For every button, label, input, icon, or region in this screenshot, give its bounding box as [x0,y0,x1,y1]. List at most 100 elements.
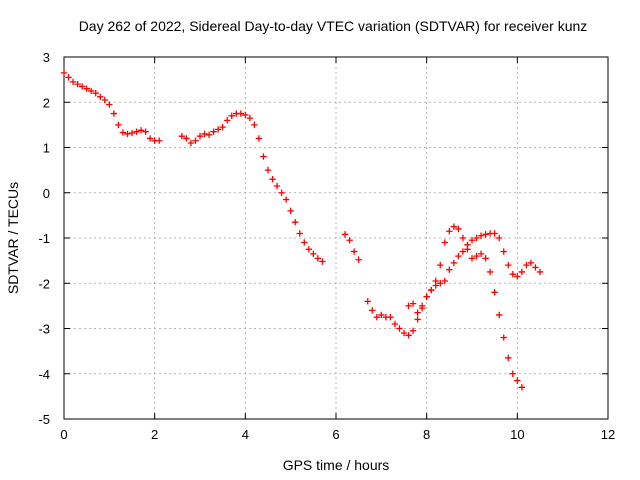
data-point [292,218,299,226]
data-point [500,334,507,341]
data-point [301,239,308,246]
data-point [409,300,417,307]
data-point [246,114,254,122]
data-point [450,223,458,230]
data-point [423,293,430,301]
plot-frame [63,56,609,420]
data-point [115,121,122,129]
data-point [106,101,113,108]
data-point [133,128,140,135]
data-point [78,83,86,90]
data-point [509,370,516,377]
x-tick-label: 0 [60,427,67,442]
data-point [178,132,186,140]
data-point [287,207,294,215]
data-point [97,93,104,101]
data-point [69,78,77,86]
data-point [350,248,358,255]
y-tick-label: 0 [43,186,50,201]
data-point [355,256,362,263]
data-point [255,135,263,142]
data-point [137,127,145,134]
y-tick-labels: 3 2 1 0 -1 -2 -3 -4 -5 [38,50,50,427]
data-point [518,268,526,276]
x-tick-label: 8 [423,427,430,442]
data-point [536,268,544,276]
data-point [142,128,149,135]
data-point [428,286,435,294]
data-point [341,231,349,238]
data-point [409,327,417,334]
data-point [396,325,403,332]
data-point [414,309,421,316]
data-point [273,182,281,190]
data-point [210,128,217,135]
data-point [224,117,231,124]
data-point [491,289,498,296]
data-point [260,153,267,160]
data-point [514,377,521,384]
series-points [60,69,544,391]
x-tick-label: 10 [510,427,524,442]
x-axis-label: GPS time / hours [283,457,390,473]
x-tick-label: 12 [601,427,615,442]
data-point [346,237,353,244]
x-tick-label: 6 [332,427,339,442]
data-point [509,271,516,278]
data-point [214,126,222,133]
data-point [459,234,467,242]
data-point [446,266,453,273]
data-point [101,96,108,104]
data-point [146,135,154,142]
data-point [205,131,213,139]
data-point [391,320,399,328]
data-point [373,313,380,321]
y-tick-label: 2 [43,95,50,110]
x-tick-label: 4 [242,427,249,442]
y-tick-label: 3 [43,50,50,65]
data-point [387,313,394,321]
data-point [269,175,276,183]
data-point [65,74,72,81]
data-point [192,137,199,144]
data-point [459,248,467,255]
data-point [92,90,99,97]
data-point [405,302,412,310]
data-point [527,259,535,267]
data-point [532,264,539,271]
data-point [119,129,127,136]
data-point [378,311,385,319]
data-point [128,129,136,137]
data-point [482,231,489,238]
data-point [414,316,421,323]
data-point [477,250,485,258]
data-point [455,225,462,233]
data-point [450,259,458,267]
data-point [400,329,408,337]
data-point [310,250,317,258]
data-point [314,255,322,262]
y-axis-label: SDTVAR / TECUs [5,182,21,294]
data-point [491,230,498,237]
data-point [156,137,163,144]
x-tick-labels: 0 2 4 6 8 10 12 [60,427,615,442]
data-point [446,228,453,235]
data-point [237,110,244,117]
data-point [500,248,507,255]
data-point [482,255,489,262]
data-point [468,237,476,244]
data-point [264,166,272,174]
data-point [514,273,521,280]
data-point [405,332,412,339]
data-point [60,69,68,77]
data-point [468,255,476,262]
data-point [83,85,90,92]
y-tick-label: -2 [38,276,50,291]
y-tick-label: 1 [43,141,50,156]
data-point [486,268,494,276]
data-point [496,311,503,319]
y-tick-label: -5 [38,412,50,427]
data-point [242,111,249,119]
data-point [455,252,462,260]
